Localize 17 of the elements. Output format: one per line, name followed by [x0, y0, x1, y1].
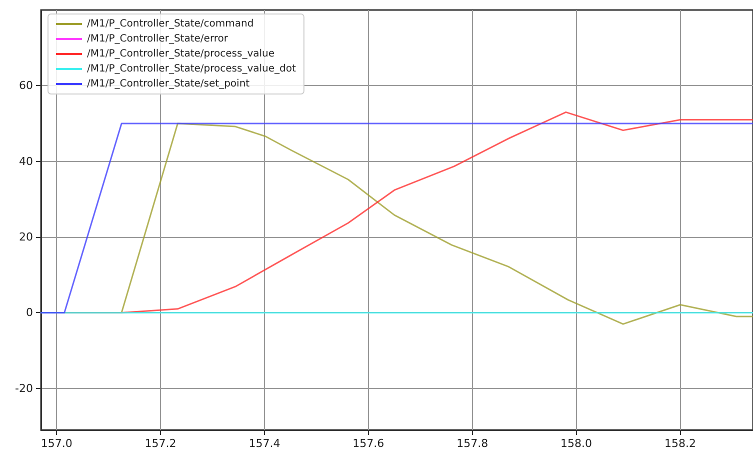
- x-tick-label: 157.4: [248, 437, 280, 450]
- legend-label: /M1/P_Controller_State/process_value: [87, 48, 275, 60]
- y-tick-label: -20: [15, 382, 33, 395]
- y-tick-label: 40: [19, 154, 33, 168]
- x-tick-label: 158.0: [560, 437, 592, 450]
- legend-label: /M1/P_Controller_State/command: [87, 18, 254, 30]
- x-tick-label: 157.0: [40, 437, 72, 450]
- legend-label: /M1/P_Controller_State/error: [87, 34, 229, 44]
- y-tick-label: 60: [19, 79, 33, 92]
- legend-label: /M1/P_Controller_State/process_value_dot: [87, 64, 296, 74]
- y-tick-label: 20: [19, 230, 33, 244]
- y-tick-label: 0: [26, 306, 33, 320]
- x-tick-label: 157.8: [456, 437, 488, 450]
- x-tick-label: 157.2: [144, 437, 176, 450]
- legend-label: /M1/P_Controller_State/set_point: [87, 78, 250, 90]
- x-tick-label: 158.2: [664, 437, 696, 450]
- x-tick-label: 157.6: [352, 437, 384, 450]
